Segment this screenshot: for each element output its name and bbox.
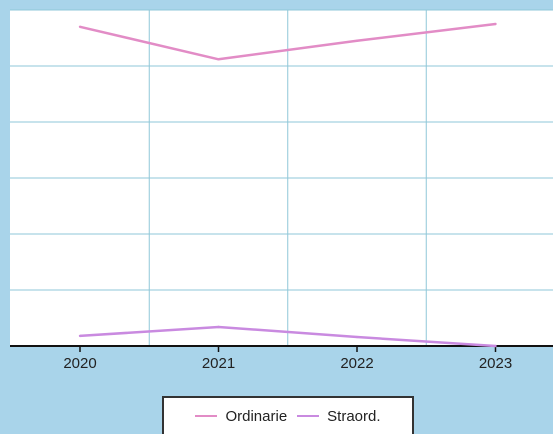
x-tick-label: 2023 — [479, 355, 512, 372]
series-line-ordinarie — [79, 22, 496, 61]
data-point-straord — [217, 325, 220, 329]
data-point-ordinarie — [494, 22, 497, 26]
data-point-straord — [78, 334, 82, 338]
x-tick-label: 2022 — [340, 355, 373, 372]
legend-label-ordinarie: Ordinarie — [225, 407, 288, 425]
legend-swatch-ordinarie — [195, 415, 218, 417]
data-point-straord — [494, 344, 497, 348]
series-line-straord — [79, 325, 496, 348]
x-tick-label: 2020 — [63, 355, 96, 372]
data-point-ordinarie — [355, 39, 359, 42]
legend-item-straord: Straord. — [297, 407, 381, 425]
data-point-straord — [355, 335, 359, 339]
x-tick-label: 2021 — [202, 355, 235, 372]
data-point-ordinarie — [217, 58, 220, 61]
legend-swatch-straord — [297, 415, 320, 417]
data-point-ordinarie — [78, 25, 82, 28]
legend: Ordinarie Straord. — [162, 396, 414, 434]
legend-item-ordinarie: Ordinarie — [195, 408, 287, 425]
legend-label-straord: Straord. — [327, 407, 381, 425]
